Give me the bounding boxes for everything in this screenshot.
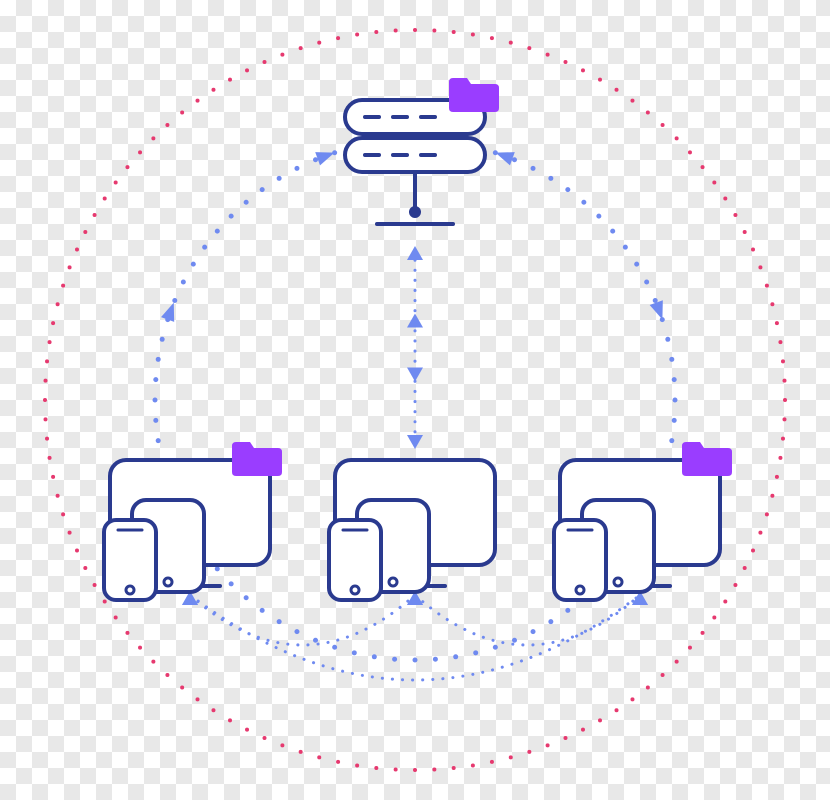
diagram-canvas (0, 0, 830, 800)
network-diagram (0, 0, 830, 800)
link-server-middle (407, 246, 423, 449)
device-node-deviceM (329, 460, 495, 600)
folder-icon (232, 442, 282, 476)
server-node (345, 78, 499, 224)
folder-icon (682, 442, 732, 476)
folder-icon (449, 78, 499, 112)
device-node-deviceL (104, 442, 282, 600)
device-node-deviceR (554, 442, 732, 600)
